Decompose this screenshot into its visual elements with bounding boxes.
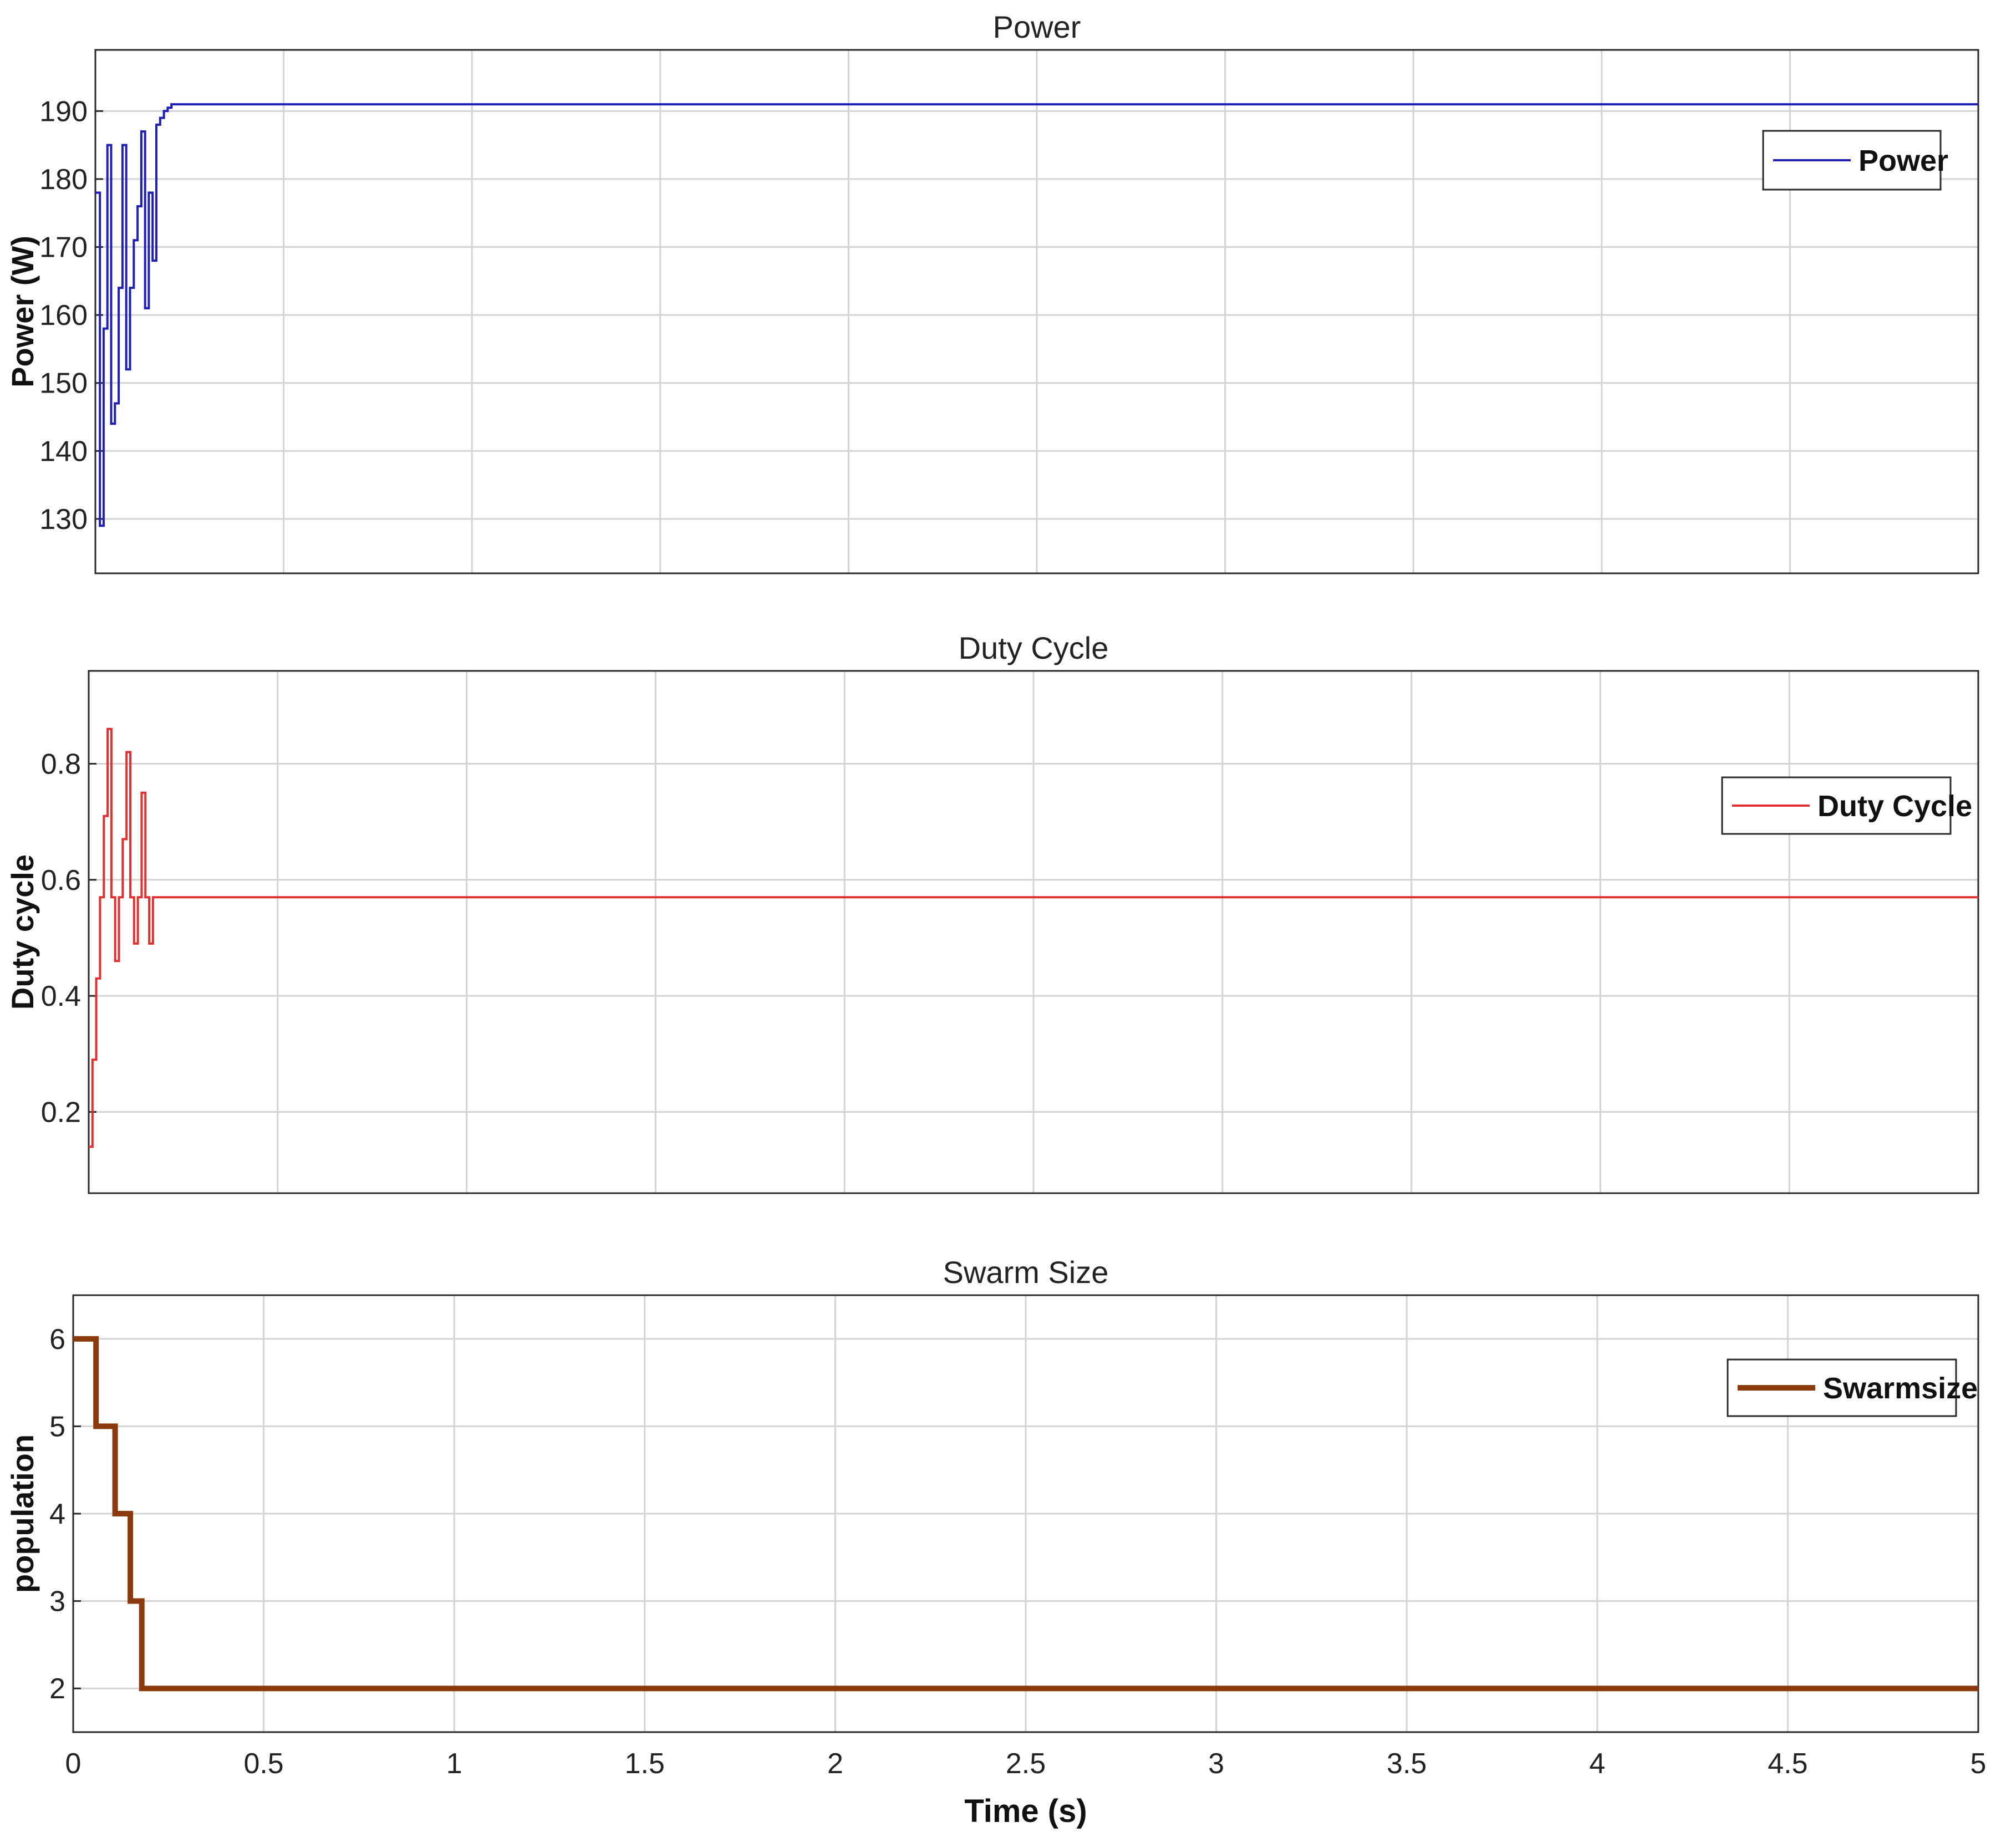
y-tick-label: 6 <box>49 1323 65 1356</box>
chart-panel-3: 2 3 4 5 6 0 0.5 1 1.5 2 2.5 3 3.5 4 4.5 5 Swarm Size popu… <box>5 1255 1986 1829</box>
y-tick-label: 130 <box>39 503 88 536</box>
x-tick-label: 3.5 <box>1387 1748 1427 1780</box>
y-tick-label: 150 <box>39 368 88 400</box>
x-axis-label: Time (s) <box>964 1793 1087 1829</box>
y-tick-label: 170 <box>39 232 88 264</box>
legend: Swarmsize <box>1727 1358 1978 1417</box>
y-tick-label: 140 <box>39 435 88 467</box>
y-tick-label: 190 <box>39 95 88 128</box>
x-tick-label: 5 <box>1970 1748 1987 1780</box>
chart-panel-1: 130 140 150 160 170 180 190 Power Power (W) Power <box>5 9 1979 574</box>
x-tick-label: 3 <box>1208 1748 1224 1780</box>
x-tick-label: 4 <box>1589 1748 1605 1780</box>
y-tick-label: 3 <box>49 1586 65 1618</box>
chart-title: Duty Cycle <box>959 630 1109 665</box>
x-tick-label: 1 <box>446 1748 462 1780</box>
y-tick-label: 0.4 <box>41 980 81 1012</box>
series-line-power <box>95 103 1978 527</box>
legend-label: Swarmsize <box>1823 1372 1978 1405</box>
legend: Duty Cycle <box>1721 776 1972 835</box>
y-tick-label: 0.6 <box>41 864 81 897</box>
chart-title: Power <box>993 9 1081 44</box>
y-axis-label: Power (W) <box>5 236 40 388</box>
x-tick-label: 2 <box>827 1748 843 1780</box>
chart-title: Swarm Size <box>943 1255 1109 1290</box>
y-axis-label: population <box>5 1434 40 1593</box>
axes-frame <box>88 670 1979 1194</box>
legend-label: Power <box>1858 144 1948 177</box>
y-tick-label: 2 <box>49 1673 65 1705</box>
x-tick-label: 2.5 <box>1006 1748 1046 1780</box>
series-line-duty-cycle <box>89 727 1978 1148</box>
y-axis-label: Duty cycle <box>5 854 40 1010</box>
x-tick-label: 4.5 <box>1768 1748 1807 1780</box>
series-line-swarmsize <box>73 1336 1978 1692</box>
legend: Power <box>1762 130 1948 191</box>
y-tick-label: 4 <box>49 1498 65 1530</box>
axes-frame <box>94 49 1979 574</box>
y-tick-label: 160 <box>39 299 88 332</box>
y-tick-label: 0.8 <box>41 748 81 780</box>
legend-label: Duty Cycle <box>1817 790 1972 823</box>
y-tick-label: 5 <box>49 1411 65 1443</box>
x-tick-label: 1.5 <box>625 1748 665 1780</box>
y-tick-label: 180 <box>39 164 88 196</box>
chart-panel-2: 0.2 0.4 0.6 0.8 Duty Cycle Duty cycle Duty Cyc… <box>5 630 1979 1194</box>
y-tick-label: 0.2 <box>41 1096 81 1128</box>
x-tick-label: 0 <box>65 1748 82 1780</box>
x-tick-label: 0.5 <box>243 1748 283 1780</box>
